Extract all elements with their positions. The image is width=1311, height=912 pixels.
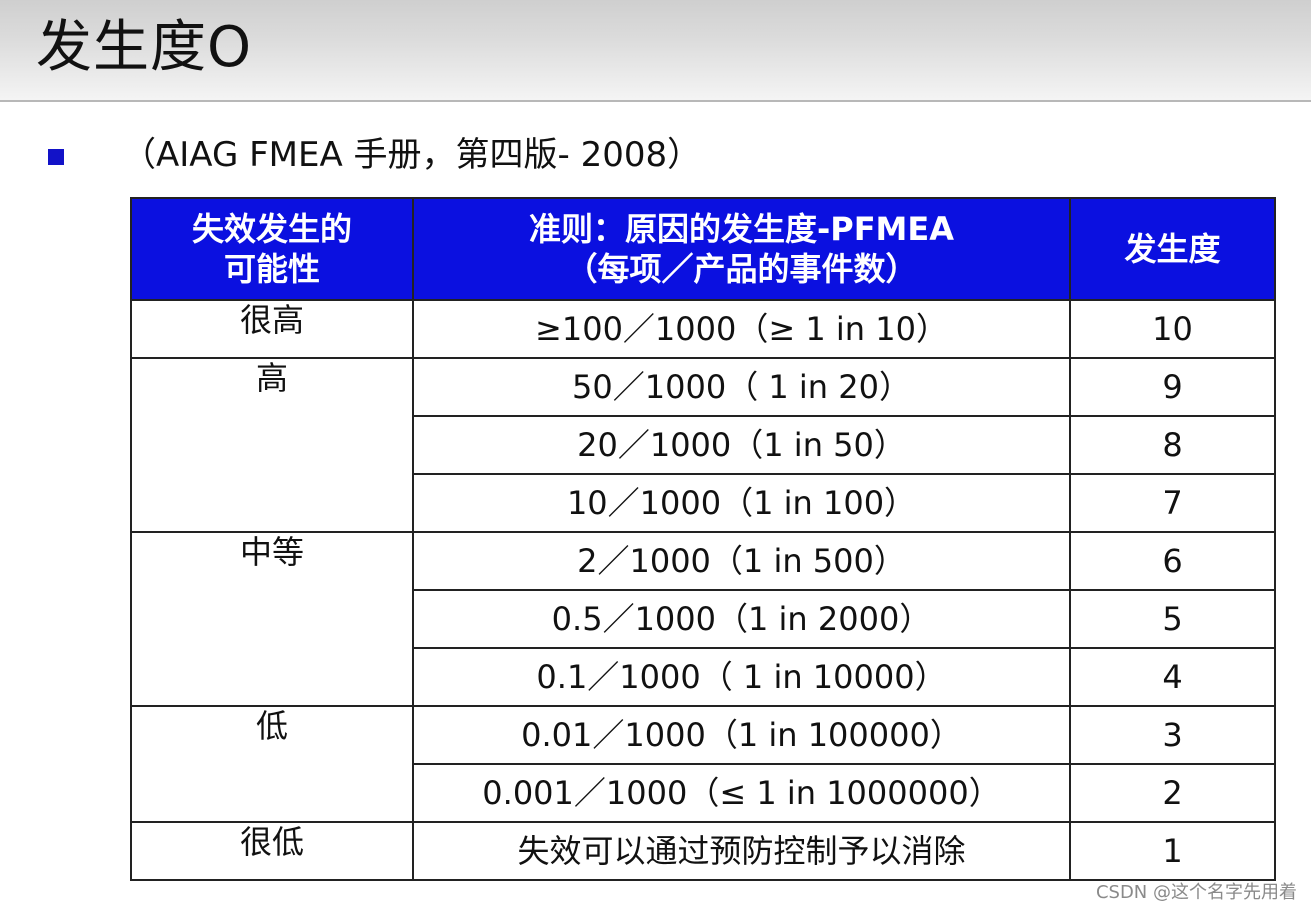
rank-cell: 6 bbox=[1069, 531, 1276, 591]
criteria-cell: 0.001／1000（≤ 1 in 1000000） bbox=[412, 763, 1071, 823]
table-row: 高 50／1000（ 1 in 20） 9 bbox=[130, 357, 1276, 533]
table-row: 10／1000（1 in 100） 7 bbox=[131, 473, 1276, 533]
rank-cell: 3 bbox=[1069, 705, 1276, 765]
slide-title: 发生度O bbox=[36, 15, 253, 80]
probability-cell: 很高 bbox=[130, 299, 414, 359]
table-row: 中等 2／1000（1 in 500） 6 bbox=[130, 531, 1276, 707]
criteria-cell: ≥100／1000（≥ 1 in 10） bbox=[412, 299, 1071, 359]
criteria-cell: 0.1／1000（ 1 in 10000） bbox=[412, 647, 1071, 707]
rank-cell: 4 bbox=[1069, 647, 1276, 707]
bullet-icon bbox=[48, 149, 64, 165]
rank-cell: 5 bbox=[1069, 589, 1276, 649]
title-bar: 发生度O bbox=[0, 0, 1311, 102]
table-body: 很高 ≥100／1000（≥ 1 in 10） 10 高 50／1000（ 1 in 2… bbox=[130, 299, 1276, 881]
criteria-cell: 50／1000（ 1 in 20） bbox=[412, 357, 1071, 417]
rank-cell: 7 bbox=[1069, 473, 1276, 533]
rank-cell: 9 bbox=[1069, 357, 1276, 417]
probability-cell: 低 bbox=[130, 705, 414, 823]
table-row: 0.1／1000（ 1 in 10000） 4 bbox=[131, 647, 1276, 707]
criteria-cell: 0.5／1000（1 in 2000） bbox=[412, 589, 1071, 649]
header-probability: 失效发生的 可能性 bbox=[130, 197, 414, 301]
criteria-cell: 失效可以通过预防控制予以消除 bbox=[412, 821, 1071, 881]
probability-cell: 高 bbox=[130, 357, 414, 533]
table-row: 低 0.01／1000（1 in 100000） 3 bbox=[130, 705, 1276, 823]
rank-cell: 1 bbox=[1069, 821, 1276, 881]
table-row: 很低 失效可以通过预防控制予以消除 1 bbox=[130, 821, 1276, 881]
occurrence-table: 失效发生的 可能性 准则：原因的发生度-PFMEA （每项／产品的事件数） 发生… bbox=[130, 197, 1276, 881]
header-rank: 发生度 bbox=[1069, 197, 1276, 301]
rank-cell: 10 bbox=[1069, 299, 1276, 359]
criteria-cell: 2／1000（1 in 500） bbox=[412, 531, 1071, 591]
rank-cell: 8 bbox=[1069, 415, 1276, 475]
watermark: CSDN @这个名字先用着 bbox=[1095, 882, 1297, 903]
table-header-row: 失效发生的 可能性 准则：原因的发生度-PFMEA （每项／产品的事件数） 发生… bbox=[130, 197, 1276, 301]
table-row: 0.001／1000（≤ 1 in 1000000） 2 bbox=[131, 763, 1276, 823]
criteria-cell: 20／1000（1 in 50） bbox=[412, 415, 1071, 475]
header-criteria: 准则：原因的发生度-PFMEA （每项／产品的事件数） bbox=[412, 197, 1071, 301]
table-row: 0.5／1000（1 in 2000） 5 bbox=[131, 589, 1276, 649]
probability-cell: 中等 bbox=[130, 531, 414, 707]
table-row: 很高 ≥100／1000（≥ 1 in 10） 10 bbox=[130, 299, 1276, 359]
criteria-cell: 10／1000（1 in 100） bbox=[412, 473, 1071, 533]
slide-subtitle: （AIAG FMEA 手册，第四版- 2008） bbox=[122, 135, 702, 175]
table-row: 20／1000（1 in 50） 8 bbox=[131, 415, 1276, 475]
criteria-cell: 0.01／1000（1 in 100000） bbox=[412, 705, 1071, 765]
probability-cell: 很低 bbox=[130, 821, 414, 881]
rank-cell: 2 bbox=[1069, 763, 1276, 823]
